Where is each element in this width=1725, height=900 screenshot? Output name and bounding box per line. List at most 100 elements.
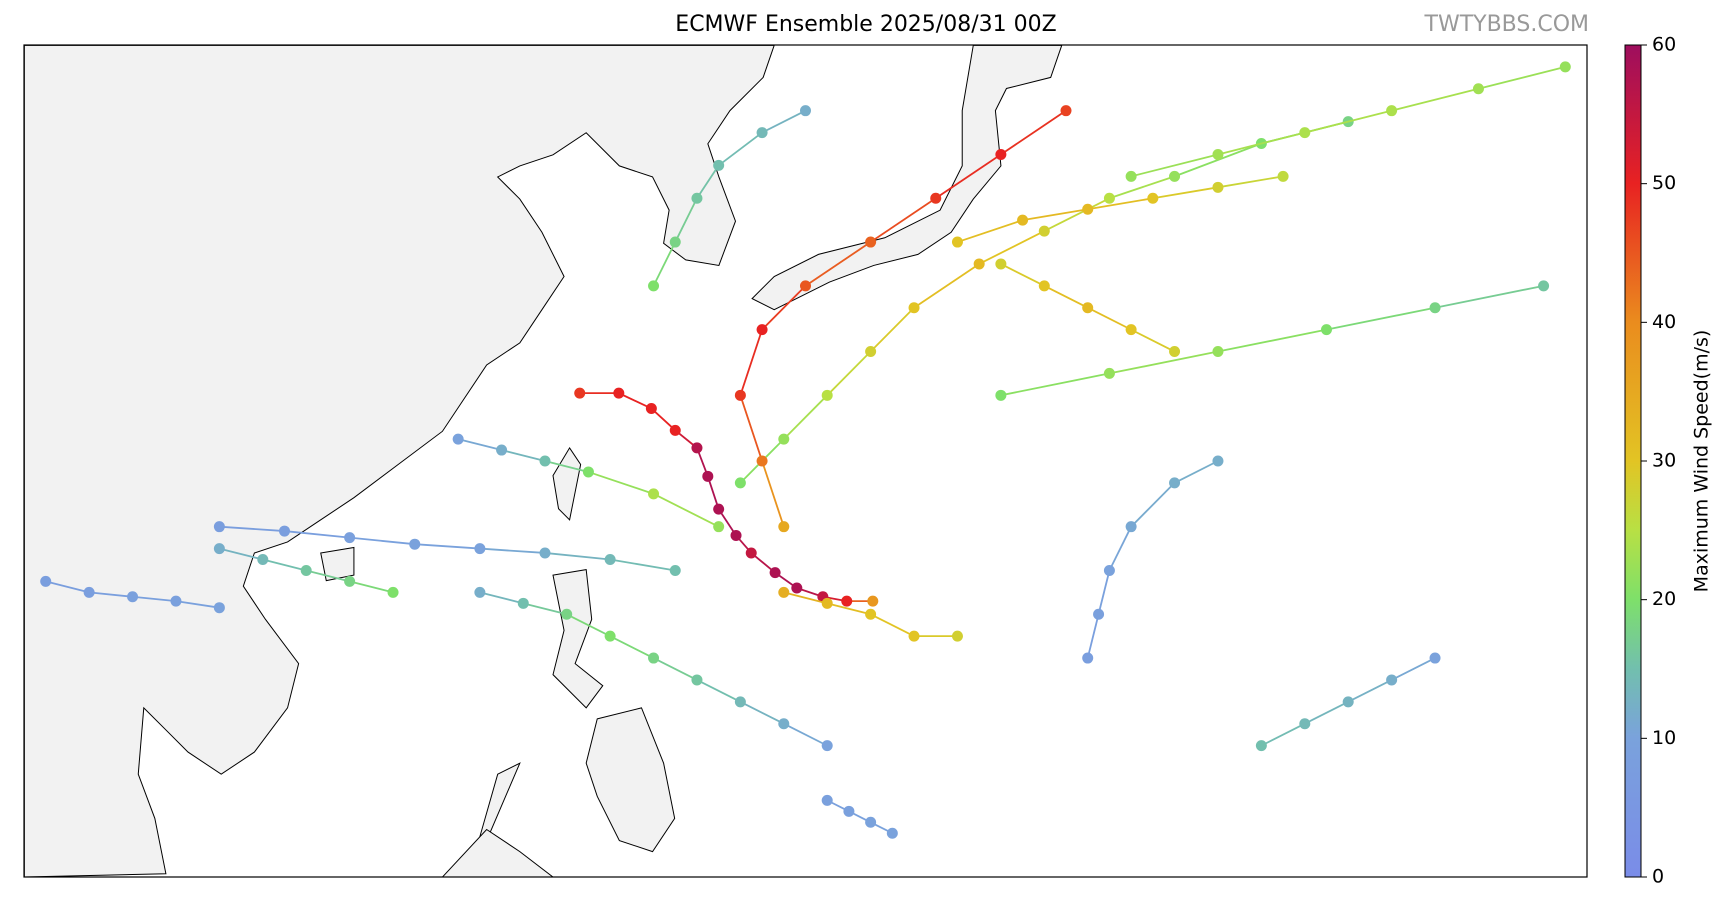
track-point [1038,280,1050,292]
track-point [865,346,877,358]
track-segment [935,153,1002,200]
track-segment [761,109,806,134]
track-segment [89,591,133,598]
track-segment [609,558,676,572]
track-segment [1347,679,1393,703]
track-segment [1391,87,1479,112]
track-segment [1000,372,1110,397]
track-segment [761,285,807,331]
colorbar [1624,44,1642,878]
track-segment [783,722,828,747]
track-segment [414,543,480,550]
track-point [778,521,790,533]
track-point [1082,652,1094,664]
track-point [452,433,464,445]
track-segment [1217,175,1284,189]
colorbar-tick-label: 10 [1652,727,1676,749]
track-segment [1022,208,1088,222]
track-point [613,387,625,399]
watermark: TWTYBBS.COM [1424,12,1589,37]
track-point [170,595,182,607]
colorbar-tick-label: 50 [1652,172,1676,194]
track-segment [739,701,785,725]
track-segment [739,329,763,396]
track-point [1321,324,1332,336]
track-segment [826,602,871,616]
track-point [1125,170,1137,182]
track-point [127,591,139,603]
track-segment [609,635,654,659]
track-segment [544,552,611,561]
track-point [604,554,616,566]
track-point [713,521,725,533]
track-segment [588,471,654,495]
track-segment [653,657,698,681]
track-point [734,696,746,708]
track-segment [1097,570,1111,615]
track-point [83,586,95,598]
track-point [387,586,399,598]
track-point [1386,105,1398,117]
track-point [300,564,312,576]
track-segment [761,460,785,527]
track-segment [479,591,524,605]
track-point [734,389,746,401]
colorbar-tick-label: 60 [1652,34,1676,56]
colorbar-tick-label: 0 [1652,866,1664,888]
track-segment [1109,175,1175,200]
track-segment [1000,109,1067,156]
colorbar-tick-label: 30 [1652,450,1676,472]
track-point [648,280,660,292]
track-point [1082,302,1094,314]
track-point [691,442,703,454]
track-point [769,567,781,579]
track-point [1103,564,1115,576]
track-point [730,529,742,541]
track-point [821,740,833,752]
track-point [669,564,681,576]
track-segment [696,164,720,199]
track-segment [1391,657,1436,681]
track-segment [479,547,546,554]
track-point [1472,83,1484,95]
track-segment [1000,263,1045,287]
track-point [1429,652,1441,664]
track-point [1212,346,1224,358]
track-segment [1217,131,1306,156]
track-point [574,387,586,399]
track-point [756,455,768,467]
track-point [1103,192,1115,204]
track-point [648,652,660,664]
track-point [669,424,681,436]
track-point [791,582,803,594]
colorbar-label: Maximum Wind Speed(m/s) [1691,330,1713,593]
track-point [713,503,725,515]
track-point [821,389,833,401]
track-point [843,805,855,817]
track-point [539,547,551,559]
track-point [995,258,1007,270]
track-point [213,521,225,533]
track-point [951,236,963,248]
track-point [821,794,833,806]
track-point [1103,367,1115,379]
track-point [734,477,746,489]
track-segment [674,197,698,243]
track-point [648,488,660,500]
track-point [1169,477,1181,489]
track-point [279,525,290,537]
track-point [344,532,356,544]
track-point [865,236,877,248]
track-segment [1109,350,1219,375]
track-segment [870,197,937,243]
track-segment [349,580,394,594]
track-segment [523,602,567,616]
track-point [1017,214,1029,226]
track-point [1093,608,1105,620]
track-segment [1326,306,1436,331]
track-point [344,575,356,587]
track-segment [349,536,415,546]
track-segment [1304,701,1349,725]
track-segment [869,307,915,353]
